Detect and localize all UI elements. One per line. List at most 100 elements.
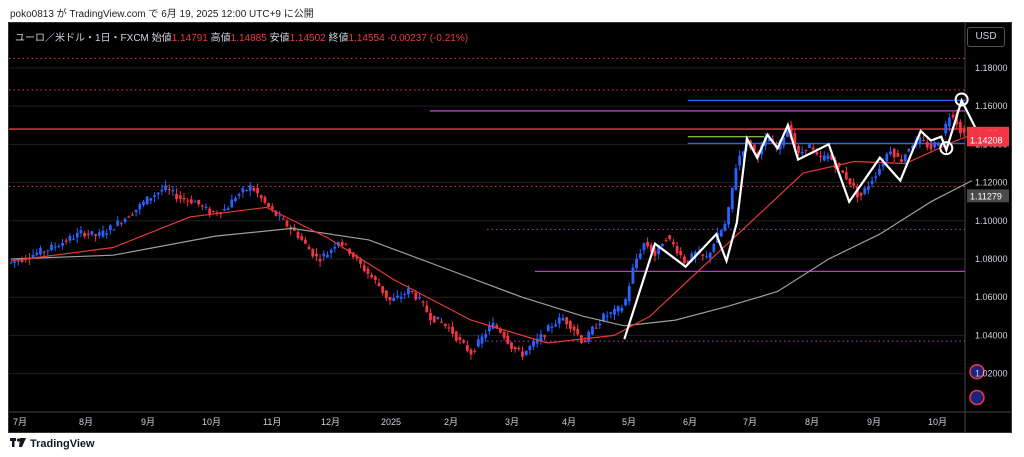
candle-body <box>116 220 120 226</box>
candle-body <box>101 230 105 237</box>
candle-body <box>355 256 359 259</box>
candle-body <box>344 243 348 245</box>
candle-body <box>237 193 241 196</box>
candle-body <box>182 197 186 200</box>
candle-body <box>351 252 355 258</box>
footer-brand[interactable]: TradingView <box>10 438 95 450</box>
candle-body <box>270 206 274 210</box>
candle-body <box>616 306 620 312</box>
candle-body <box>671 241 675 245</box>
price-chart[interactable]: 1.180001.160001.140001.120001.100001.080… <box>9 23 1011 432</box>
x-tick-label: 8月 <box>805 417 819 427</box>
candle-body <box>429 312 432 321</box>
candle-body <box>178 195 182 199</box>
candle-body <box>524 350 528 356</box>
candle-body <box>675 246 679 254</box>
candle-body <box>145 196 149 205</box>
candle-body <box>285 220 289 227</box>
candle-body <box>660 243 664 247</box>
candle-body <box>517 348 521 350</box>
candle-body <box>929 143 933 150</box>
candle-body <box>782 137 786 146</box>
candle-body <box>609 312 613 314</box>
candle-body <box>476 339 480 347</box>
candle-body <box>495 325 499 329</box>
candle-body <box>605 315 609 317</box>
candle-body <box>72 238 75 240</box>
candle-body <box>546 325 550 332</box>
candle-body <box>274 210 278 216</box>
candle-body <box>97 232 101 236</box>
candle-body <box>119 223 123 225</box>
currency-button[interactable]: USD <box>967 27 1005 47</box>
candle-body <box>473 350 477 352</box>
candle-body <box>881 163 885 167</box>
candle-body <box>315 253 318 257</box>
candle-body <box>539 334 543 341</box>
candle-body <box>281 218 285 220</box>
candle-body <box>583 340 587 343</box>
candle-body <box>962 128 966 133</box>
candle-body <box>123 218 127 223</box>
y-tick-label: 1.12000 <box>975 178 1008 188</box>
price-label: 1.14208 <box>970 135 1003 145</box>
candle-body <box>20 259 24 262</box>
candle-body <box>50 244 53 251</box>
candle-body <box>568 320 572 329</box>
candle-body <box>303 239 307 244</box>
candle-body <box>664 240 668 242</box>
candle-body <box>359 259 362 264</box>
candle-body <box>447 327 451 329</box>
candle-body <box>138 204 142 210</box>
candle-body <box>830 154 834 160</box>
candle-body <box>68 235 72 241</box>
candle-body <box>561 317 565 321</box>
candle-body <box>366 268 370 274</box>
y-tick-label: 1.04000 <box>975 330 1008 340</box>
candle-body <box>804 149 808 151</box>
candle-body <box>127 216 131 218</box>
candle-body <box>572 326 576 331</box>
candle-body <box>200 205 204 207</box>
candle-body <box>705 256 708 258</box>
candle-body <box>679 250 683 256</box>
candle-body <box>256 188 259 194</box>
x-tick-label: 5月 <box>622 417 636 427</box>
candle-body <box>373 276 377 281</box>
candle-body <box>414 292 418 300</box>
candle-body <box>39 248 42 255</box>
candle-body <box>167 189 171 191</box>
publish-line: poko0813 が TradingView.com で 6月 19, 2025… <box>10 9 314 20</box>
candle-body <box>594 327 598 329</box>
candle-body <box>79 230 83 234</box>
chart-frame[interactable]: 1.180001.160001.140001.120001.100001.080… <box>8 22 1012 433</box>
candle-body <box>392 297 396 301</box>
candle-body <box>510 342 513 349</box>
candle-body <box>35 252 39 255</box>
candle-body <box>635 258 638 269</box>
candle-body <box>889 151 892 155</box>
candle-body <box>432 315 436 323</box>
symbol-label[interactable]: ユーロ／米ドル・1日・FXCM <box>15 33 149 44</box>
close-label: 終値 <box>328 33 349 44</box>
candle-body <box>480 336 484 344</box>
candle-body <box>160 189 164 192</box>
candle-body <box>94 234 98 236</box>
candle-body <box>565 317 569 325</box>
candle-body <box>855 186 859 198</box>
candle-body <box>789 124 793 139</box>
candle-body <box>105 233 109 235</box>
short-moving-average <box>10 134 973 344</box>
candle-body <box>653 250 657 256</box>
candle-body <box>741 151 745 156</box>
pivot-circle <box>954 92 969 107</box>
candle-body <box>602 313 605 322</box>
candle-body <box>951 114 955 118</box>
candle-body <box>90 231 94 235</box>
candle-body <box>384 290 388 299</box>
y-tick-label: 1.16000 <box>975 101 1008 111</box>
x-tick-label: 7月 <box>743 417 757 427</box>
candle-body <box>859 192 863 196</box>
candle-body <box>727 207 730 225</box>
candle-body <box>329 249 333 253</box>
